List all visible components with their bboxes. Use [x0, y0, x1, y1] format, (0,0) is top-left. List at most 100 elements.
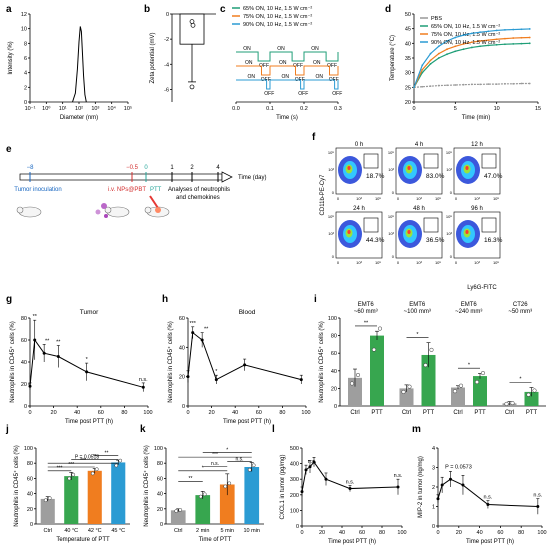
- data-point: [462, 34, 465, 37]
- y-tick-label: 0: [182, 404, 185, 410]
- y-tick-label: 80: [331, 334, 337, 340]
- on-label: ON: [277, 46, 285, 52]
- significance-label: n.s.: [308, 459, 317, 465]
- y-tick-label: 400: [290, 462, 299, 468]
- x-axis-label: Time (min): [462, 115, 490, 121]
- bar: [111, 462, 126, 524]
- x-category-label: PTT: [526, 410, 538, 416]
- data-point: [423, 363, 428, 368]
- legend-label: 90% ON, 10 Hz, 1.5 W cm⁻²: [243, 22, 312, 28]
- chart-k: 0 20 40 60 80 100 Neutrophils in CD45⁺ cells (…: [143, 445, 264, 543]
- data-point: [56, 355, 60, 358]
- x-axis-label: Time (s): [276, 115, 298, 121]
- x-axis-label: Ly6G-FITC: [467, 285, 497, 291]
- bar: [195, 495, 211, 524]
- data-point: [504, 82, 506, 85]
- y-tick-label: 60: [331, 351, 337, 357]
- legend-label: 65% ON, 10 Hz, 1.5 W cm⁻²: [431, 24, 500, 30]
- flow-time-label: 12 h: [471, 142, 483, 148]
- data-point: [200, 338, 204, 342]
- y-tick-label: 8: [24, 41, 27, 47]
- data-point: [470, 83, 473, 86]
- data-point: [512, 37, 515, 39]
- series-line: [29, 338, 144, 388]
- data-point: [454, 45, 457, 48]
- series-line: [437, 478, 538, 507]
- density-core: [407, 166, 411, 170]
- y-tick-label: 12: [21, 12, 27, 18]
- gate-box: [363, 153, 379, 169]
- flow-x-tick: 10³: [474, 196, 480, 201]
- chart-j: 0 20 40 60 80 100 Neutrophils in CD45⁺ cells (…: [13, 445, 130, 543]
- y-tick-label: 10: [21, 27, 27, 33]
- x-tick-label: 80: [518, 530, 524, 536]
- data-point: [429, 62, 432, 65]
- y-tick-label: 60: [21, 338, 27, 344]
- flow-x-tick: 10⁵: [435, 196, 441, 201]
- y-tick-label: 0: [24, 100, 27, 106]
- x-tick-label: 60: [98, 410, 104, 416]
- y-tick-label: 6: [24, 56, 27, 62]
- y-tick-label: 40: [405, 41, 411, 47]
- x-tick-label: 80: [279, 410, 285, 416]
- x-tick-label: 40: [477, 530, 483, 536]
- flow-x-tick: 10⁵: [435, 260, 441, 265]
- significance-label: **: [364, 320, 369, 326]
- x-tick-label: 10¹: [59, 106, 67, 112]
- x-axis-label: Diameter (nm): [60, 115, 98, 121]
- x-tick-label: 40: [74, 410, 80, 416]
- y-tick-label: 0: [24, 404, 27, 410]
- flow-y-tick: 10³: [328, 231, 334, 236]
- data-point: [214, 378, 218, 382]
- analysis-label-2: and chemokines: [176, 195, 220, 201]
- x-tick-label: 0.0: [232, 106, 240, 112]
- data-point: [437, 52, 440, 55]
- on-label: ON: [248, 74, 256, 80]
- x-category-label: Ctrl: [453, 410, 462, 416]
- gate-percent: 16.3%: [484, 237, 503, 244]
- group-model-label: EMT6: [409, 302, 426, 308]
- y-tick-label: 0: [432, 524, 435, 530]
- data-point: [486, 503, 490, 507]
- data-point: [480, 371, 486, 376]
- laser-icon: [149, 195, 159, 209]
- significance-label: n.s.: [394, 473, 403, 479]
- data-point: [304, 468, 308, 472]
- data-point: [470, 32, 473, 35]
- x-category-label: PTT: [474, 410, 486, 416]
- x-category-label: 5 min: [221, 528, 234, 534]
- flow-y-tick: 10³: [388, 167, 394, 172]
- legend-label: PBS: [431, 16, 442, 22]
- x-tick-label: 100: [397, 530, 406, 536]
- p-value-label: P = 0.0518: [75, 455, 99, 461]
- bar: [244, 467, 260, 524]
- flow-x-tick: 0: [455, 196, 458, 201]
- data-point: [407, 384, 412, 389]
- bar-ptt: [370, 335, 384, 406]
- y-tick-label: -6: [164, 87, 169, 93]
- y-tick-label: 80: [21, 316, 27, 322]
- data-point: [227, 481, 232, 486]
- chart-a: 0 2 4 6 8 10 12 10⁻¹ 10⁰ 10¹ 10² 10³ 10⁴ 10⁵ Diameter …: [8, 12, 132, 121]
- significance-label: *: [519, 377, 522, 383]
- chart-l: 0 100 200 300 400 500 0 20 40 60 80 100 Time post PT…: [280, 446, 407, 545]
- x-axis-label: Temperature of PTT: [56, 537, 110, 543]
- panel-letter-f: f: [312, 132, 316, 143]
- y-tick-label: 100: [290, 508, 299, 514]
- x-tick-label: 10⁴: [107, 105, 116, 112]
- data-point: [94, 467, 99, 472]
- timeline-tick-label: −8: [27, 165, 35, 171]
- density-core: [347, 230, 351, 234]
- panel-letter-b: b: [144, 4, 150, 15]
- data-point: [348, 487, 352, 491]
- flow-x-tick: 0: [455, 260, 458, 265]
- flow-y-tick: 0: [392, 254, 395, 259]
- data-point: [504, 28, 506, 31]
- significance-label: ***: [57, 466, 63, 472]
- y-tick-label: 100: [328, 316, 337, 322]
- y-axis-label: Intensity (%): [8, 41, 14, 74]
- data-point: [504, 401, 509, 406]
- timeline-tick-label: 4: [216, 165, 220, 171]
- on-label: ON: [311, 46, 319, 52]
- data-point: [495, 43, 498, 46]
